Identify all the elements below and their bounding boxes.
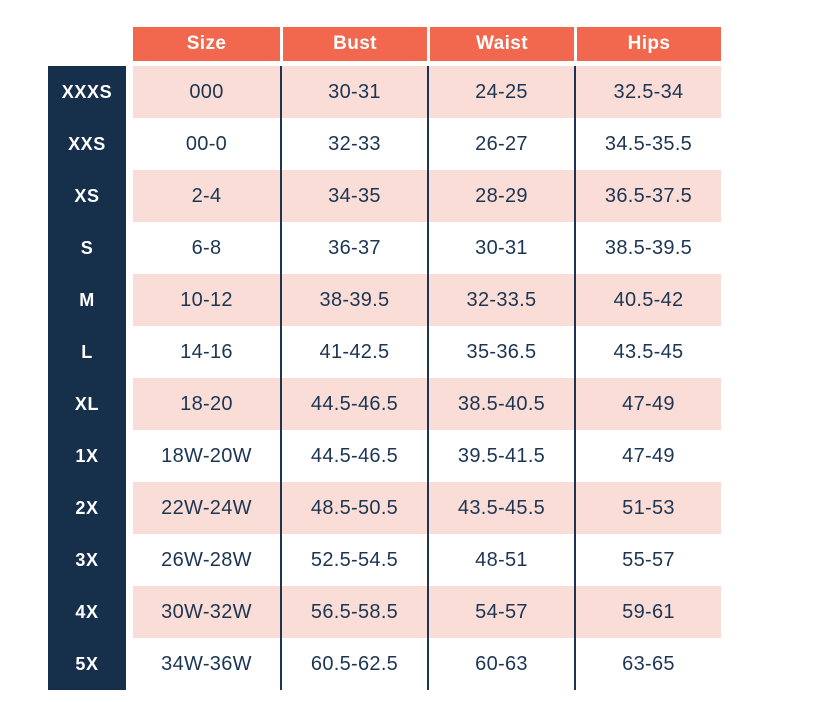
table-row: 3X 26W-28W 52.5-54.5 48-51 55-57: [48, 534, 721, 586]
row-label-xxxs: XXXS: [48, 66, 126, 118]
column-header-hips: Hips: [574, 27, 721, 61]
waist-cell: 35-36.5: [427, 326, 574, 378]
row-label-m: M: [48, 274, 126, 326]
row-label-3x: 3X: [48, 534, 126, 586]
waist-cell: 30-31: [427, 222, 574, 274]
table-row: M 10-12 38-39.5 32-33.5 40.5-42: [48, 274, 721, 326]
hips-cell: 34.5-35.5: [574, 118, 721, 170]
table-row: 1X 18W-20W 44.5-46.5 39.5-41.5 47-49: [48, 430, 721, 482]
size-cell: 34W-36W: [133, 638, 280, 690]
row-label-4x: 4X: [48, 586, 126, 638]
size-cell: 18-20: [133, 378, 280, 430]
table-row: 2X 22W-24W 48.5-50.5 43.5-45.5 51-53: [48, 482, 721, 534]
hips-cell: 40.5-42: [574, 274, 721, 326]
bust-cell: 60.5-62.5: [280, 638, 427, 690]
waist-cell: 60-63: [427, 638, 574, 690]
table-row: XS 2-4 34-35 28-29 36.5-37.5: [48, 170, 721, 222]
size-cell: 00-0: [133, 118, 280, 170]
hips-cell: 47-49: [574, 430, 721, 482]
bust-cell: 34-35: [280, 170, 427, 222]
waist-cell: 32-33.5: [427, 274, 574, 326]
bust-cell: 41-42.5: [280, 326, 427, 378]
row-label-xl: XL: [48, 378, 126, 430]
size-cell: 6-8: [133, 222, 280, 274]
size-cell: 26W-28W: [133, 534, 280, 586]
size-cell: 000: [133, 66, 280, 118]
row-label-5x: 5X: [48, 638, 126, 690]
waist-cell: 24-25: [427, 66, 574, 118]
size-cell: 14-16: [133, 326, 280, 378]
hips-cell: 32.5-34: [574, 66, 721, 118]
size-cell: 18W-20W: [133, 430, 280, 482]
bust-cell: 52.5-54.5: [280, 534, 427, 586]
column-header-waist: Waist: [427, 27, 574, 61]
bust-cell: 36-37: [280, 222, 427, 274]
bust-cell: 38-39.5: [280, 274, 427, 326]
waist-cell: 54-57: [427, 586, 574, 638]
hips-cell: 51-53: [574, 482, 721, 534]
bust-cell: 48.5-50.5: [280, 482, 427, 534]
size-cell: 30W-32W: [133, 586, 280, 638]
hips-cell: 43.5-45: [574, 326, 721, 378]
row-label-l: L: [48, 326, 126, 378]
waist-cell: 28-29: [427, 170, 574, 222]
table-row: L 14-16 41-42.5 35-36.5 43.5-45: [48, 326, 721, 378]
waist-cell: 26-27: [427, 118, 574, 170]
table-row: XL 18-20 44.5-46.5 38.5-40.5 47-49: [48, 378, 721, 430]
bust-cell: 44.5-46.5: [280, 430, 427, 482]
size-cell: 22W-24W: [133, 482, 280, 534]
bust-cell: 44.5-46.5: [280, 378, 427, 430]
table-row: S 6-8 36-37 30-31 38.5-39.5: [48, 222, 721, 274]
waist-cell: 38.5-40.5: [427, 378, 574, 430]
hips-cell: 38.5-39.5: [574, 222, 721, 274]
hips-cell: 55-57: [574, 534, 721, 586]
column-header-size: Size: [133, 27, 280, 61]
row-label-2x: 2X: [48, 482, 126, 534]
size-cell: 10-12: [133, 274, 280, 326]
waist-cell: 48-51: [427, 534, 574, 586]
row-label-1x: 1X: [48, 430, 126, 482]
table-row: 4X 30W-32W 56.5-58.5 54-57 59-61: [48, 586, 721, 638]
bust-cell: 30-31: [280, 66, 427, 118]
waist-cell: 43.5-45.5: [427, 482, 574, 534]
row-label-xxs: XXS: [48, 118, 126, 170]
size-cell: 2-4: [133, 170, 280, 222]
row-label-s: S: [48, 222, 126, 274]
bust-cell: 56.5-58.5: [280, 586, 427, 638]
waist-cell: 39.5-41.5: [427, 430, 574, 482]
hips-cell: 47-49: [574, 378, 721, 430]
bust-cell: 32-33: [280, 118, 427, 170]
table-row: 5X 34W-36W 60.5-62.5 60-63 63-65: [48, 638, 721, 690]
column-header-bust: Bust: [280, 27, 427, 61]
size-chart-table: Size Bust Waist Hips XXXS 000 30-31 24-2…: [48, 27, 721, 690]
hips-cell: 63-65: [574, 638, 721, 690]
table-row: XXS 00-0 32-33 26-27 34.5-35.5: [48, 118, 721, 170]
table-body: XXXS 000 30-31 24-25 32.5-34 XXS 00-0 32…: [48, 66, 721, 690]
table-header-row: Size Bust Waist Hips: [133, 27, 721, 61]
hips-cell: 59-61: [574, 586, 721, 638]
row-label-xs: XS: [48, 170, 126, 222]
table-row: XXXS 000 30-31 24-25 32.5-34: [48, 66, 721, 118]
hips-cell: 36.5-37.5: [574, 170, 721, 222]
